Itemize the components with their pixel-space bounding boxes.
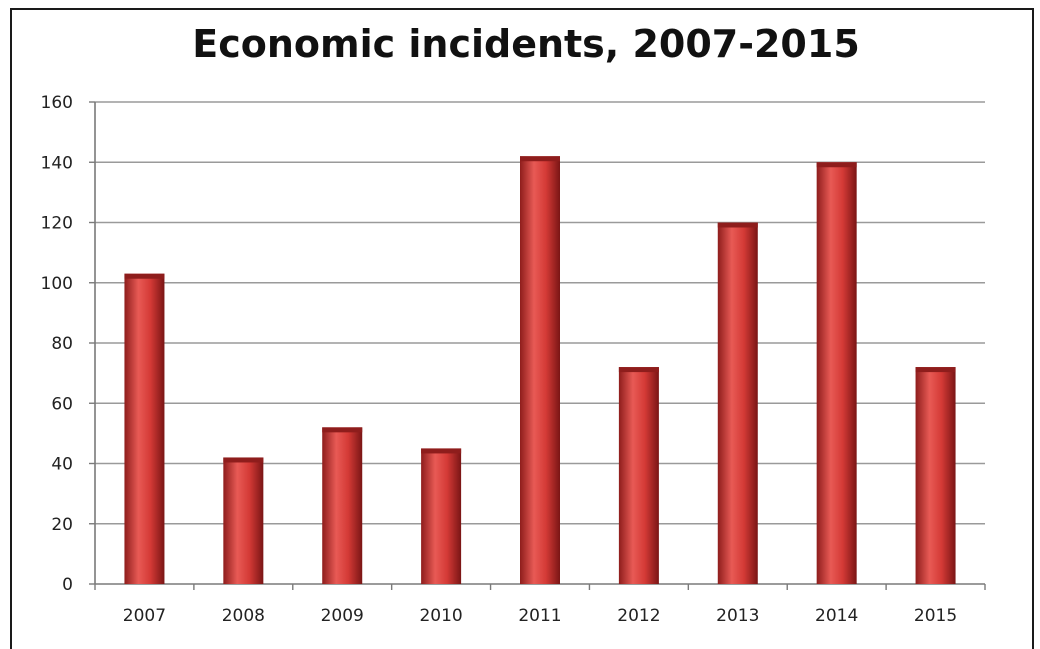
bar-2012 xyxy=(618,367,659,584)
bar-body xyxy=(223,457,264,584)
bar-cap xyxy=(915,367,956,373)
bar-2013 xyxy=(717,222,758,584)
bar-2014 xyxy=(816,162,857,584)
y-tick-label: 80 xyxy=(51,334,73,354)
y-tick-label: 20 xyxy=(51,515,73,535)
y-tick-label: 60 xyxy=(51,394,73,414)
bar-2010 xyxy=(421,448,462,584)
y-tick-label: 140 xyxy=(41,153,73,173)
x-tick-label: 2009 xyxy=(321,606,364,626)
x-tick-label: 2012 xyxy=(617,606,660,626)
x-tick-label: 2015 xyxy=(914,606,957,626)
y-tick-label: 120 xyxy=(41,214,73,234)
bar-body xyxy=(124,273,165,584)
x-tick-label: 2011 xyxy=(518,606,561,626)
x-tick-label: 2014 xyxy=(815,606,858,626)
y-tick-label: 40 xyxy=(51,455,73,475)
x-tick-label: 2008 xyxy=(222,606,265,626)
y-tick-label: 160 xyxy=(41,93,73,113)
bar-body xyxy=(915,367,956,584)
bar-cap xyxy=(618,367,659,373)
y-tick-label: 100 xyxy=(41,274,73,294)
bars xyxy=(124,156,956,584)
bar-2008 xyxy=(223,457,264,584)
bar-cap xyxy=(520,156,560,162)
y-tick-label: 0 xyxy=(62,575,73,595)
x-tick-label: 2007 xyxy=(123,606,166,626)
bar-body xyxy=(618,367,659,584)
bar-body xyxy=(816,162,857,584)
bar-2015 xyxy=(915,367,956,584)
tick-labels: 0 20 40 60 80 100 120 140 160 2007 2008 2009 2010 201… xyxy=(41,93,958,626)
chart-title: Economic incidents, 2007-2015 xyxy=(192,22,860,66)
bar-cap xyxy=(717,222,758,228)
bar-cap xyxy=(322,427,363,433)
bar-cap xyxy=(223,457,264,463)
bar-body xyxy=(421,448,462,584)
bar-cap xyxy=(421,448,462,454)
bar-cap xyxy=(124,273,165,279)
bar-body xyxy=(520,156,560,584)
bar-cap xyxy=(816,162,857,168)
bar-2007 xyxy=(124,273,165,584)
bar-2011 xyxy=(520,156,560,584)
x-tick-label: 2010 xyxy=(419,606,462,626)
bar-body xyxy=(322,427,363,584)
bar-2009 xyxy=(322,427,363,584)
bar-body xyxy=(717,222,758,584)
x-tick-label: 2013 xyxy=(716,606,759,626)
